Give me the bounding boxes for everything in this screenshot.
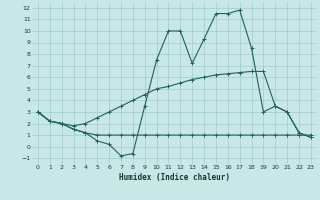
X-axis label: Humidex (Indice chaleur): Humidex (Indice chaleur) — [119, 173, 230, 182]
